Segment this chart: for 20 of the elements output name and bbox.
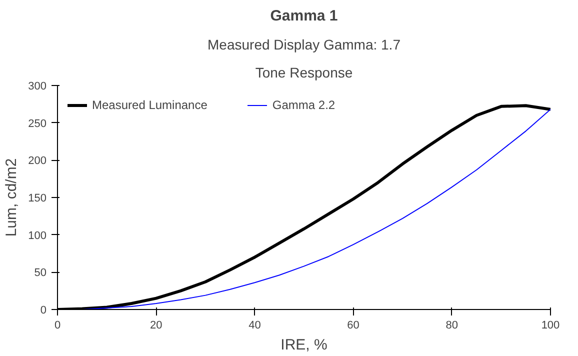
text: Tone Response	[255, 64, 353, 80]
y-axis-title: Lum, cd/m2	[3, 158, 20, 237]
x-tick-label: 40	[248, 320, 261, 332]
x-tick-label: 60	[347, 320, 360, 332]
x-tick-label: 20	[150, 320, 162, 332]
x-axis-title: IRE, %	[280, 336, 328, 354]
y-tick-label: 50	[34, 267, 47, 280]
x-tick-label: 100	[541, 320, 560, 332]
y-tick-label: 100	[28, 230, 47, 242]
y-tick-label: 150	[28, 192, 47, 204]
x-tick-label: 80	[446, 320, 458, 332]
y-tick-label: 250	[28, 118, 47, 130]
legend-label: Gamma 2.2	[272, 98, 336, 112]
y-tick-label: 0	[40, 304, 47, 316]
legend-label: Measured Luminance	[92, 98, 208, 112]
chart-title: Gamma 1	[270, 8, 338, 24]
y-tick-label: 300	[28, 80, 47, 92]
x-tick-label: 0	[54, 320, 61, 332]
y-tick-label: 200	[28, 155, 47, 168]
chart-subtitle: Measured Display Gamma: 1.7	[208, 36, 401, 52]
